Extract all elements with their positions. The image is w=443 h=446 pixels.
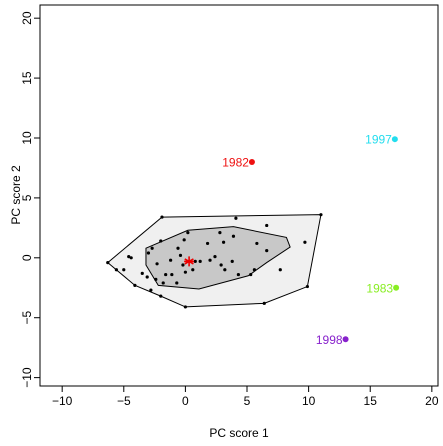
data-point [175,281,179,285]
data-point [186,231,190,235]
y-tick-label: −5 [20,311,34,325]
data-point [178,253,183,258]
data-point [122,268,126,272]
data-point [305,284,309,289]
y-tick-label: 5 [20,194,34,201]
data-point [149,288,153,292]
y-axis-label: PC score 2 [9,165,23,225]
data-point [159,294,163,298]
data-point [159,239,163,243]
y-tick-label: 10 [20,131,34,145]
data-point [249,272,253,277]
x-tick-label: 15 [364,394,378,408]
data-point [127,255,131,259]
data-point [278,268,282,272]
data-point [181,263,185,267]
data-point [133,283,137,287]
outlier-label: 1997 [365,133,392,147]
data-point [106,260,110,265]
plot-frame [39,4,439,387]
data-point [191,268,195,272]
data-point [129,256,133,260]
data-point [219,263,223,267]
data-point [160,215,164,219]
x-tick-label: 5 [244,394,251,408]
data-point [182,238,186,242]
x-tick-label: −5 [117,394,131,408]
bag-hull [145,226,291,290]
y-tick-label: 0 [20,254,34,261]
outlier-label: 1983 [366,281,393,295]
y-tick-label: −10 [20,367,34,388]
data-point [176,246,180,250]
data-point [218,231,222,235]
x-tick-label: 0 [182,394,189,408]
data-point [193,259,197,263]
data-point [164,272,168,277]
data-point [236,272,240,277]
data-point [234,216,238,220]
data-point [231,234,236,238]
data-point [114,268,118,272]
data-point [198,259,202,263]
median-star [184,256,195,267]
outlier-point [391,136,398,143]
data-point [265,223,269,228]
outlier-label: 1998 [316,333,343,347]
outlier-point [393,284,400,291]
data-point [140,271,144,275]
x-tick-label: 10 [302,394,316,408]
y-tick-label: 20 [20,11,34,25]
x-tick-label: −10 [52,394,73,408]
x-axis-label: PC score 1 [209,426,269,440]
data-point [255,241,259,246]
data-point [169,258,173,262]
data-point [150,246,154,250]
data-point [230,259,234,263]
outlier-label: 1982 [222,155,249,169]
data-point [155,262,159,266]
data-point [154,277,158,281]
data-point [221,240,226,244]
data-point [170,272,174,277]
y-tick-label: 15 [20,71,34,85]
x-tick-label: 20 [425,394,439,408]
data-point [252,268,257,272]
data-point [205,241,210,246]
data-point [303,240,307,244]
data-point [208,258,212,262]
data-point [213,255,217,259]
outlier-point [248,158,255,165]
outlier-point [342,336,349,343]
data-point [183,270,187,274]
data-point [319,213,323,217]
data-point [262,301,266,305]
data-point [183,305,187,309]
data-point [265,249,269,253]
data-point [223,268,227,272]
data-point [146,251,151,255]
data-point [161,281,165,285]
data-point [145,275,149,279]
